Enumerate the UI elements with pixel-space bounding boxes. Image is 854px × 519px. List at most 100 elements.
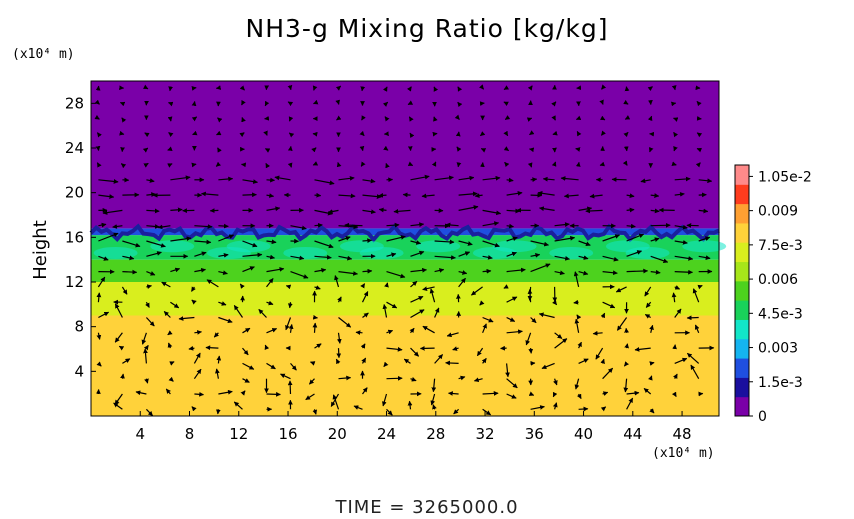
wind-vector [602,391,609,396]
wind-vector [410,250,425,257]
wind-vector [242,179,258,184]
wind-vector [649,361,655,366]
wind-vector [433,86,439,92]
wind-vector [135,390,147,396]
wind-vector [430,393,436,406]
wind-vectors [94,84,715,417]
wind-vector [218,223,229,229]
wind-vector [287,302,293,309]
wind-vector [193,368,202,380]
wind-vector [589,193,603,199]
wind-vector [698,255,711,260]
wind-vector [168,101,174,107]
field-band [91,259,719,282]
wind-vector [168,132,174,138]
wind-vector [165,388,171,395]
wind-vector [290,271,309,279]
wind-vector [96,332,102,340]
wind-vector [429,288,436,303]
wind-vector [94,99,100,105]
wind-vector [119,101,126,107]
field-band [91,228,719,236]
wind-vector [457,101,463,108]
wind-vector [361,291,369,303]
colorbar-tick-label: 0.009 [758,204,798,220]
wind-vector [506,190,523,196]
wind-vector [120,163,127,169]
wind-vector [191,116,198,122]
wind-vector [506,177,514,183]
wind-vector [592,330,603,336]
colorbar: 0 1.5e-3 0.003 4.5e-3 0.006 7.5e-3 0.009 1.05e-… [734,164,812,425]
wind-vector [482,240,500,248]
wind-vector [266,391,281,397]
wind-vector [616,317,628,331]
wind-vector [529,130,535,136]
wind-vector [384,116,390,122]
wind-vector [382,304,388,318]
wind-vector [280,373,291,380]
wind-vector [215,368,220,379]
wind-vector [242,347,249,356]
wind-vector [541,362,555,370]
wind-vector [482,408,491,416]
wind-vector [650,269,661,275]
wind-vector [434,268,445,273]
wind-vector [446,332,459,338]
wind-vector [362,209,376,215]
wind-vector [386,252,397,258]
wind-vector [473,377,483,383]
wind-vector [434,255,456,260]
wind-vector [647,115,653,122]
wind-vector [623,131,629,138]
wind-vector [314,222,323,228]
wind-vector [218,270,228,276]
wind-vector [431,378,437,393]
wind-vector [194,391,204,397]
wind-vector [410,280,418,288]
wind-vector [448,391,459,396]
y-tick-label: 8 [74,318,84,336]
wind-vector [600,130,606,136]
wind-vector [201,191,219,197]
wind-vector [242,192,257,198]
y-tick-label: 12 [65,273,84,291]
field-patch [226,240,271,253]
wind-vector [386,329,394,335]
y-tick-label: 28 [65,94,84,112]
wind-vector [539,206,555,212]
wind-vector [144,378,149,384]
wind-vector [216,355,222,364]
wind-vector [552,130,558,136]
wind-vector [622,160,628,166]
wind-vector [192,130,198,136]
wind-vector [576,314,582,320]
wind-vector [344,222,363,228]
wind-vector [530,405,545,410]
wind-vector [697,284,703,290]
wind-vector [671,292,677,303]
wind-vector [98,194,115,199]
wind-vector [578,206,593,212]
wind-vector [650,208,660,214]
wind-vector [626,250,642,257]
colorbar-segment [735,300,749,320]
wind-vector [573,271,580,288]
wind-vector [98,311,110,319]
colorbar-segment [735,261,749,282]
wind-vector [383,361,389,367]
wind-vector [530,263,551,273]
wind-vector [96,132,102,138]
wind-vector [410,222,425,228]
wind-vector [452,346,459,351]
wind-vector [674,176,691,182]
wind-vector [266,193,275,198]
wind-vector [218,176,234,182]
wind-vector [600,312,606,319]
wind-vector [287,162,293,168]
wind-vector [360,161,366,167]
wind-vector [338,317,352,328]
wind-vector [218,252,229,258]
wind-vector [102,209,123,215]
wind-vector [573,299,579,305]
